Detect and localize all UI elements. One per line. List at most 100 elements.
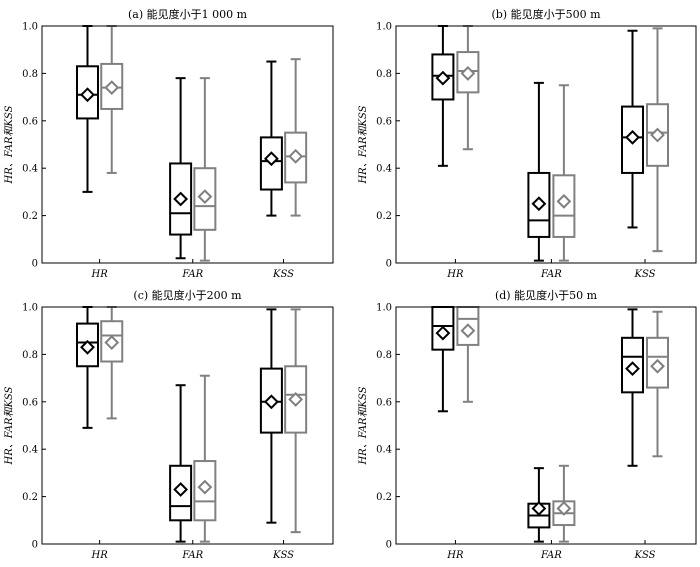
mean-marker <box>460 323 476 339</box>
y-axis-label: HR、FAR和KSS <box>3 105 15 184</box>
y-tick-label: 0.2 <box>22 211 38 222</box>
category-label-far: FAR <box>181 550 203 561</box>
box-kss <box>621 29 644 229</box>
y-tick-label: 0.6 <box>22 397 38 408</box>
box-far <box>193 77 217 262</box>
y-tick-label: 0.2 <box>376 211 392 222</box>
mean-marker <box>625 361 640 377</box>
series-1 <box>431 25 644 262</box>
y-axis-label: HR、FAR和KSS <box>357 386 369 465</box>
y-axis-label: HR、FAR和KSS <box>3 386 15 465</box>
plot-frame <box>395 306 697 545</box>
box-kss <box>646 310 669 458</box>
y-tick-label: 0.4 <box>22 164 38 175</box>
chart-title: (a) 能见度小于1 000 m <box>128 7 248 21</box>
mean-marker <box>460 65 476 81</box>
chart-panel-3: (c) 能见度小于200 m HR、FAR和KSS 0 0.2 0.4 0.6 0.8 1.0… <box>3 288 334 561</box>
chart-title: (b) 能见度小于500 m <box>491 7 601 21</box>
y-tick-label: 1.0 <box>376 303 392 314</box>
box-kss <box>259 60 283 217</box>
mean-marker <box>625 129 640 145</box>
mean-marker <box>80 87 95 103</box>
y-tick-label: 1.0 <box>22 22 38 33</box>
y-tick-label: 0.4 <box>376 445 392 456</box>
y-tick-label: 1.0 <box>22 303 38 314</box>
category-label-kss: KSS <box>272 550 294 561</box>
mean-marker <box>173 191 189 207</box>
category-label-hr: HR <box>446 269 464 280</box>
category-label-far: FAR <box>540 550 562 561</box>
y-tick-label: 0.2 <box>22 492 38 503</box>
category-label-hr: HR <box>90 550 108 561</box>
plot-frame <box>41 25 334 264</box>
chart-panel-2: (b) 能见度小于500 m HR、FAR和KSS 0 0.2 0.4 0.6 0.8 1.0… <box>357 7 697 280</box>
mean-marker <box>531 501 547 516</box>
mean-marker <box>263 394 279 410</box>
series-1 <box>431 306 644 543</box>
box-far <box>169 384 193 543</box>
box-kss <box>621 308 644 467</box>
series-1 <box>75 306 283 543</box>
box-hr <box>75 25 99 193</box>
box-kss <box>284 58 308 217</box>
y-tick-label: 0 <box>32 540 38 551</box>
category-label-hr: HR <box>446 550 464 561</box>
series-1 <box>75 25 283 260</box>
box-far <box>552 84 576 262</box>
y-tick-label: 0.6 <box>22 116 38 127</box>
chart-panel-1: (a) 能见度小于1 000 m HR、FAR和KSS 0 0.2 0.4 0.6 0.8 1… <box>3 7 334 280</box>
box-hr <box>75 306 99 429</box>
y-tick-label: 0.6 <box>376 116 392 127</box>
y-tick-label: 1.0 <box>376 22 392 33</box>
plot-frame <box>395 25 697 264</box>
y-tick-label: 0.8 <box>22 69 38 80</box>
box-kss <box>646 27 669 253</box>
mean-marker <box>288 148 304 164</box>
category-label-kss: KSS <box>272 269 294 280</box>
y-tick-label: 0.8 <box>376 69 392 80</box>
box-far <box>527 81 551 262</box>
box-far <box>169 77 193 260</box>
box-kss <box>259 308 283 524</box>
mean-marker <box>650 358 665 374</box>
y-tick-label: 0 <box>386 259 392 270</box>
chart-title: (d) 能见度小于50 m <box>495 288 598 302</box>
y-tick-label: 0 <box>32 259 38 270</box>
category-label-kss: KSS <box>634 269 656 280</box>
category-label-far: FAR <box>181 269 203 280</box>
mean-marker <box>263 151 279 167</box>
mean-marker <box>104 335 120 350</box>
mean-marker <box>435 70 451 86</box>
mean-marker <box>80 339 95 355</box>
category-label-hr: HR <box>90 269 108 280</box>
y-tick-label: 0.8 <box>22 350 38 361</box>
series-2 <box>456 306 669 543</box>
category-label-kss: KSS <box>634 550 656 561</box>
mean-marker <box>197 479 213 495</box>
series-2 <box>100 306 308 543</box>
y-tick-label: 0 <box>386 540 392 551</box>
mean-marker <box>435 325 451 341</box>
y-tick-label: 0.8 <box>376 350 392 361</box>
y-tick-label: 0.6 <box>376 397 392 408</box>
box-hr <box>456 25 480 151</box>
series-2 <box>100 25 308 262</box>
y-axis-label: HR、FAR和KSS <box>357 105 369 184</box>
box-kss <box>284 308 308 534</box>
box-hr <box>100 306 124 420</box>
mean-marker <box>288 392 304 407</box>
chart-panel-4: (d) 能见度小于50 m HR、FAR和KSS 0 0.2 0.4 0.6 0.8 1.0 H… <box>357 288 697 561</box>
box-hr <box>431 306 455 413</box>
mean-marker <box>531 196 547 212</box>
box-far <box>193 374 217 543</box>
y-tick-label: 0.4 <box>22 445 38 456</box>
box-far <box>552 464 576 543</box>
box-hr <box>431 25 455 167</box>
box-hr <box>456 306 480 403</box>
mean-marker <box>173 482 189 497</box>
box-hr <box>100 25 124 174</box>
y-tick-label: 0.2 <box>376 492 392 503</box>
mean-marker <box>197 189 213 205</box>
y-tick-label: 0.4 <box>376 164 392 175</box>
